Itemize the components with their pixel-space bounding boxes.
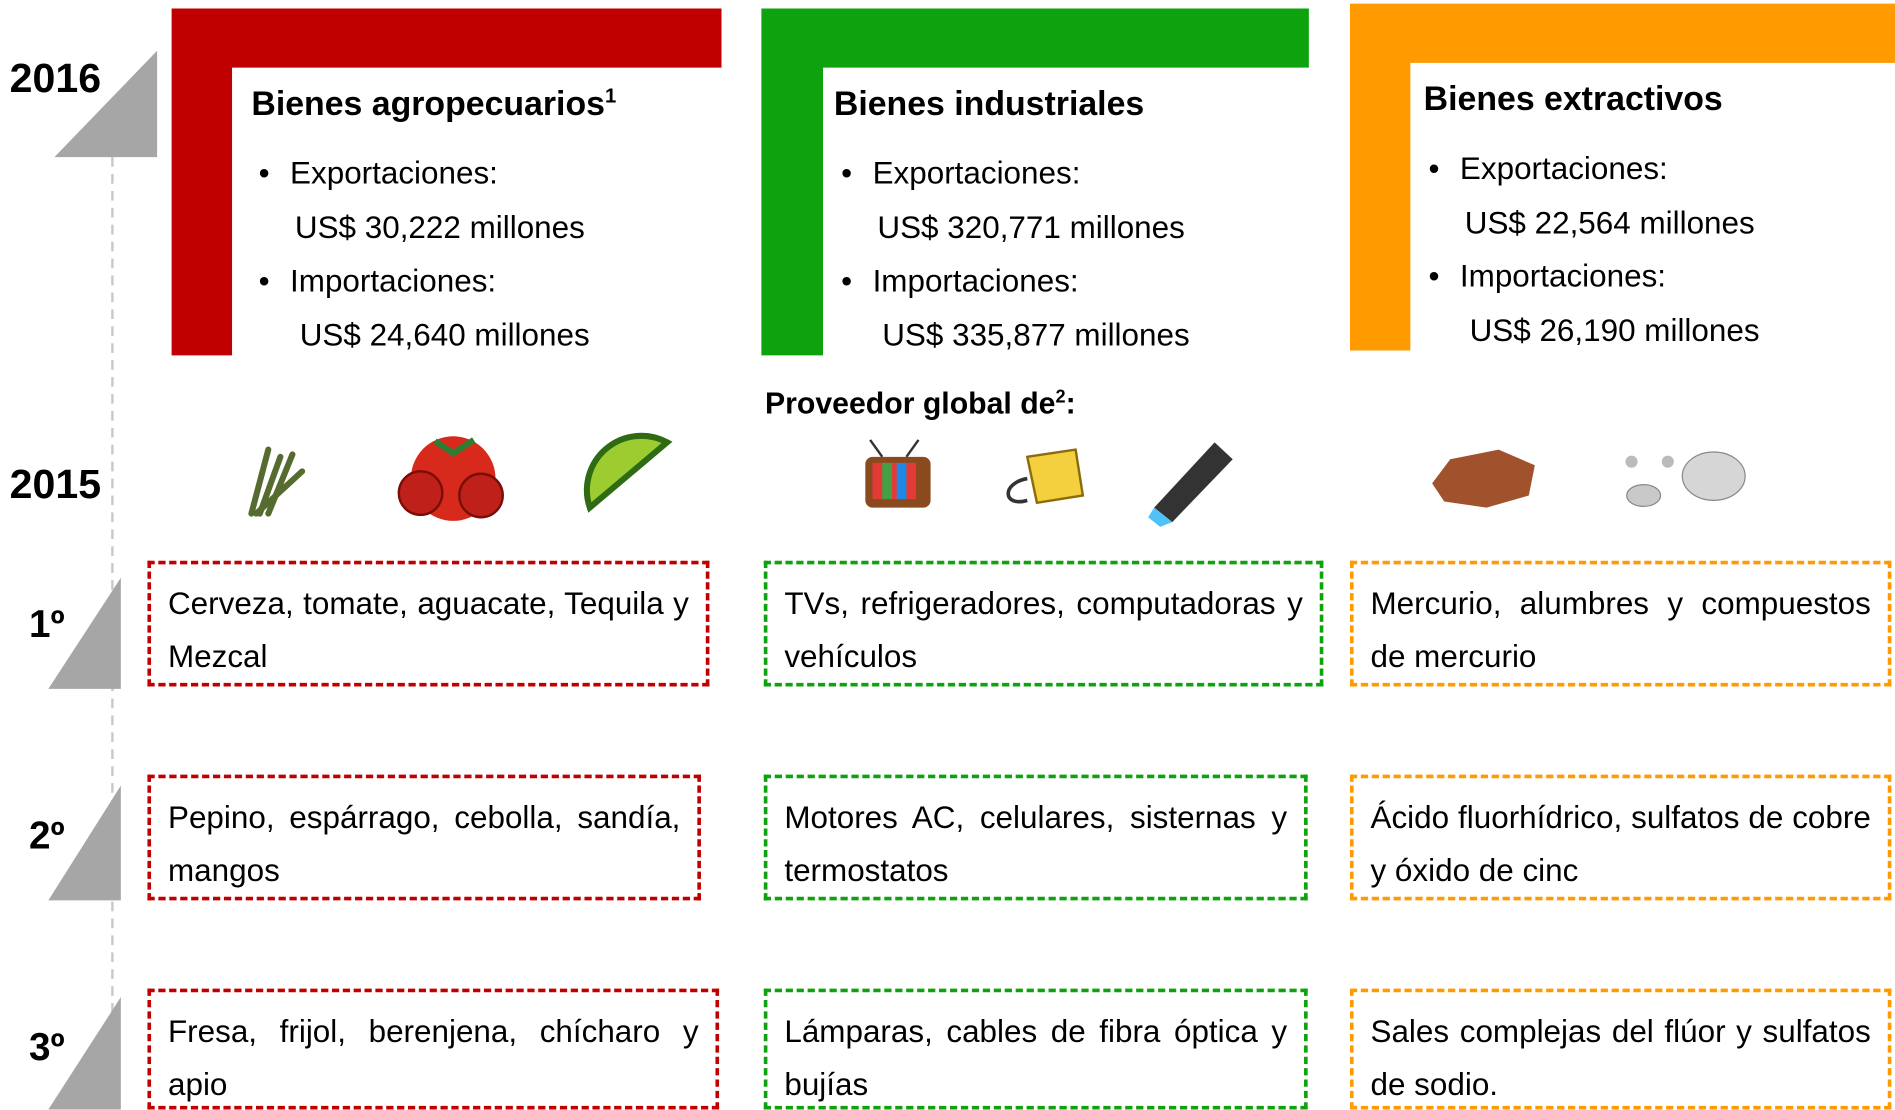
footnote-mark: 2 xyxy=(1055,387,1065,408)
heading-suffix: : xyxy=(1066,387,1076,421)
column-title: Bienes agropecuarios1 xyxy=(251,85,616,124)
year-label: 2016 xyxy=(10,56,101,103)
icon-ore xyxy=(1432,450,1535,508)
imports-label: Importaciones: xyxy=(1460,257,1666,294)
imports-value: US$ 24,640 millones xyxy=(300,316,590,353)
icon-asparagus xyxy=(251,450,302,514)
product-box: TVs, refrigeradores, computadoras y vehí… xyxy=(764,561,1324,687)
supplier-heading: Proveedor global de2: xyxy=(765,387,1076,422)
exports-value: US$ 320,771 millones xyxy=(877,208,1184,245)
imports-label: Importaciones: xyxy=(290,262,496,299)
exports-label: Exportaciones: xyxy=(1460,150,1668,187)
product-box: Sales complejas del flúor y sulfatos de … xyxy=(1350,989,1891,1110)
title-text: Bienes extractivos xyxy=(1424,80,1723,117)
icon-tomato xyxy=(399,436,503,521)
column-title: Bienes extractivos xyxy=(1424,80,1723,119)
product-box: Motores AC, celulares, sisternas y termo… xyxy=(764,775,1308,901)
title-text: Bienes agropecuarios xyxy=(251,85,605,122)
icon-phone xyxy=(1008,450,1083,503)
footnote-mark: 1 xyxy=(605,85,616,108)
exports-label: Exportaciones: xyxy=(873,155,1081,192)
product-box: Ácido fluorhídrico, sulfatos de cobre y … xyxy=(1350,775,1891,901)
icon-tv xyxy=(865,440,930,508)
imports-value: US$ 26,190 millones xyxy=(1470,311,1760,348)
product-box: Fresa, frijol, berenjena, chícharo y api… xyxy=(147,989,719,1110)
year-label: 2015 xyxy=(10,462,101,509)
rank-label: 3º xyxy=(29,1025,65,1070)
heading-text: Proveedor global de xyxy=(765,387,1055,421)
imports-value: US$ 335,877 millones xyxy=(882,316,1189,353)
column-title: Bienes industriales xyxy=(834,85,1144,124)
product-box: Pepino, espárrago, cebolla, sandía, mang… xyxy=(147,775,701,901)
exports-value: US$ 30,222 millones xyxy=(295,208,585,245)
imports-label: Importaciones: xyxy=(873,262,1079,299)
icon-coins xyxy=(1625,452,1745,506)
icon-lime xyxy=(587,436,667,508)
infographic: 2016 2015 1º 2º 3º Proveedor global de2: Biene… xyxy=(0,0,1895,1109)
exports-value: US$ 22,564 millones xyxy=(1465,204,1755,241)
product-box: Cerveza, tomate, aguacate, Tequila y Mez… xyxy=(147,561,709,687)
product-box: Mercurio, alumbres y compuestos de mercu… xyxy=(1350,561,1891,687)
icon-cable xyxy=(1148,442,1233,527)
rank-label: 2º xyxy=(29,813,65,858)
exports-label: Exportaciones: xyxy=(290,155,498,192)
rank-label: 1º xyxy=(29,602,65,647)
product-box: Lámparas, cables de fibra óptica y bujía… xyxy=(764,989,1308,1110)
title-text: Bienes industriales xyxy=(834,85,1144,122)
